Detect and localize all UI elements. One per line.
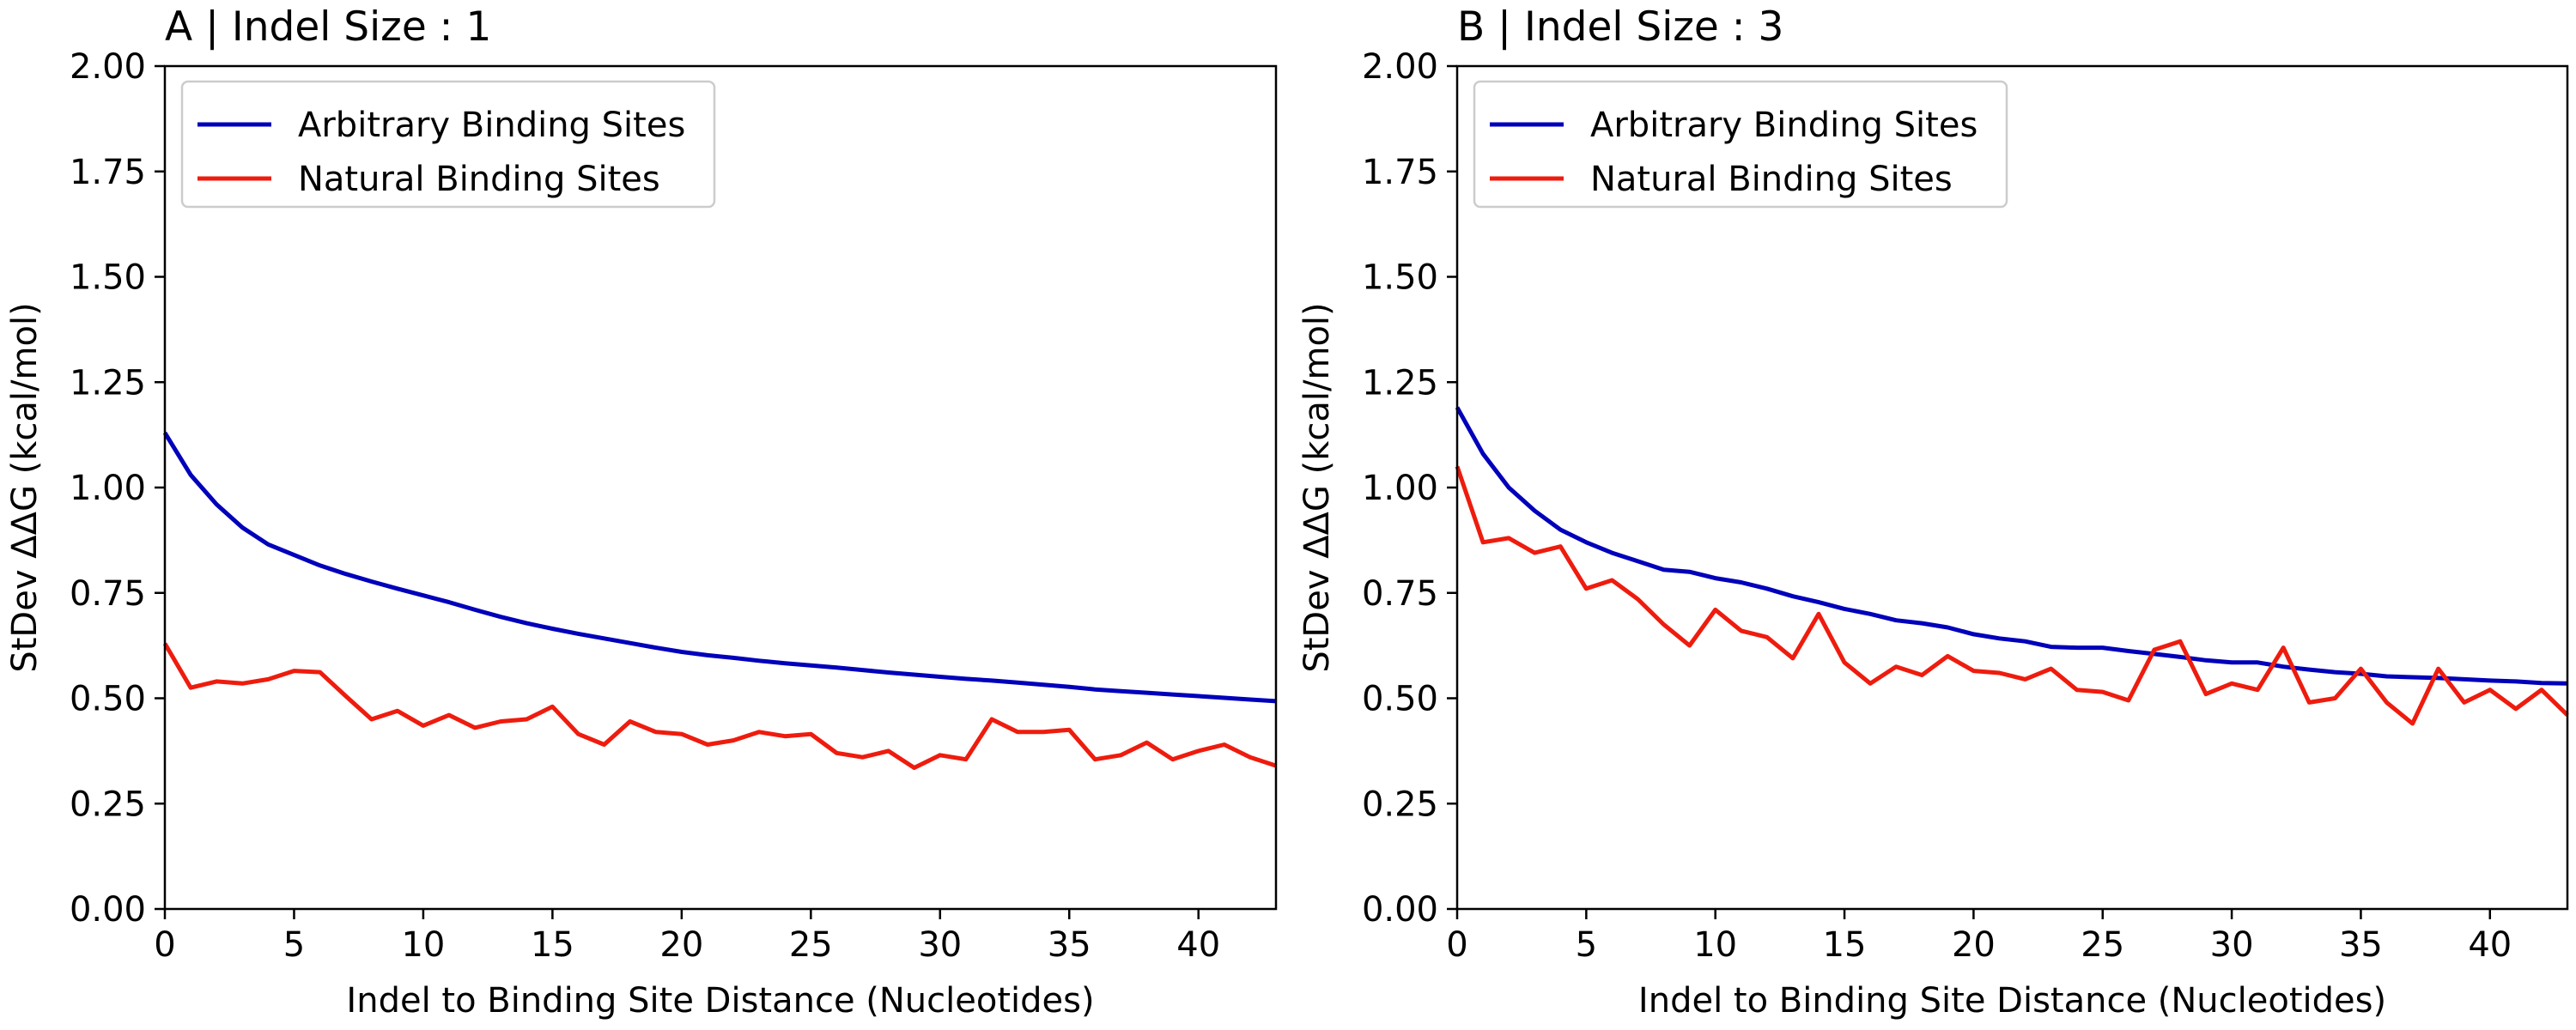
legend: Arbitrary Binding Sites Natural Binding S… xyxy=(180,80,716,209)
x-tick-label: 30 xyxy=(2210,925,2254,965)
series-lines xyxy=(162,431,1277,770)
x-axis-label: Indel to Binding Site Distance (Nucleoti… xyxy=(346,981,1094,1021)
x-tick-label: 25 xyxy=(2081,925,2124,965)
x-tick-label: 15 xyxy=(1823,925,1867,965)
series-lines xyxy=(1455,406,2569,726)
y-tick-label: 1.25 xyxy=(1362,363,1438,403)
series-line-natural xyxy=(162,642,1277,770)
x-tick-label: 10 xyxy=(401,925,445,965)
x-tick-label: 40 xyxy=(1176,925,1220,965)
plot-frame xyxy=(163,64,1278,911)
x-tick-label: 35 xyxy=(2339,925,2383,965)
chart-title: B | Indel Size : 3 xyxy=(1457,3,1783,51)
tick-marks: 0.00 0.25 0.50 0.75 1.00 1.25 1.50 1.75 2.00 0 5 10… xyxy=(1362,47,2512,965)
x-tick-label: 40 xyxy=(2468,925,2512,965)
y-axis-label: StDev ΔΔG (kcal/mol) xyxy=(1297,302,1337,672)
y-tick-label: 0.75 xyxy=(1362,574,1438,614)
legend: Arbitrary Binding Sites Natural Binding S… xyxy=(1473,80,2008,209)
tick-marks: 0.00 0.25 0.50 0.75 1.00 1.25 1.50 1.75 2.00 0 5 10… xyxy=(70,47,1220,965)
y-tick-label: 0.00 xyxy=(1362,890,1438,930)
chart-panel-a: A | Indel Size : 1 0.00 0.25 0.50 0.75 1.00 1… xyxy=(5,3,1278,1021)
y-tick-label: 0.25 xyxy=(1362,785,1438,824)
x-tick-label: 5 xyxy=(283,925,305,965)
y-tick-label: 1.75 xyxy=(70,153,146,192)
y-tick-label: 1.25 xyxy=(70,363,146,403)
x-tick-label: 5 xyxy=(1576,925,1597,965)
y-tick-label: 1.50 xyxy=(1362,258,1438,298)
legend-label: Natural Binding Sites xyxy=(1590,160,1953,199)
chart-title: A | Indel Size : 1 xyxy=(165,3,491,51)
series-line-arbitrary xyxy=(1455,406,2568,686)
legend-label: Arbitrary Binding Sites xyxy=(298,106,685,145)
chart-panel-b: B | Indel Size : 3 0.00 0.25 0.50 0.75 1.00 1… xyxy=(1297,3,2569,1021)
legend-box xyxy=(180,80,716,209)
x-tick-label: 35 xyxy=(1048,925,1091,965)
y-tick-label: 1.00 xyxy=(1362,469,1438,508)
legend-label: Arbitrary Binding Sites xyxy=(1590,106,1978,145)
y-tick-label: 0.00 xyxy=(70,890,146,930)
legend-label: Natural Binding Sites xyxy=(298,160,660,199)
y-tick-label: 0.25 xyxy=(70,785,146,824)
x-tick-label: 10 xyxy=(1693,925,1737,965)
x-tick-label: 20 xyxy=(1952,925,1996,965)
y-tick-label: 1.50 xyxy=(70,258,146,298)
y-tick-label: 2.00 xyxy=(70,47,146,87)
series-line-natural xyxy=(1455,465,2569,726)
x-axis-label: Indel to Binding Site Distance (Nucleoti… xyxy=(1638,981,2386,1021)
plot-frame xyxy=(1455,64,2569,911)
y-tick-label: 1.75 xyxy=(1362,153,1438,192)
y-tick-label: 2.00 xyxy=(1362,47,1438,87)
legend-box xyxy=(1473,80,2008,209)
y-axis-label: StDev ΔΔG (kcal/mol) xyxy=(5,302,45,672)
y-tick-label: 0.75 xyxy=(70,574,146,614)
x-tick-label: 20 xyxy=(659,925,703,965)
y-tick-label: 1.00 xyxy=(70,469,146,508)
series-line-arbitrary xyxy=(162,431,1277,704)
x-tick-label: 30 xyxy=(918,925,962,965)
x-tick-label: 0 xyxy=(154,925,175,965)
x-tick-label: 25 xyxy=(789,925,833,965)
x-tick-label: 0 xyxy=(1446,925,1467,965)
y-tick-label: 0.50 xyxy=(1362,680,1438,719)
x-tick-label: 15 xyxy=(531,925,574,965)
y-tick-label: 0.50 xyxy=(70,680,146,719)
